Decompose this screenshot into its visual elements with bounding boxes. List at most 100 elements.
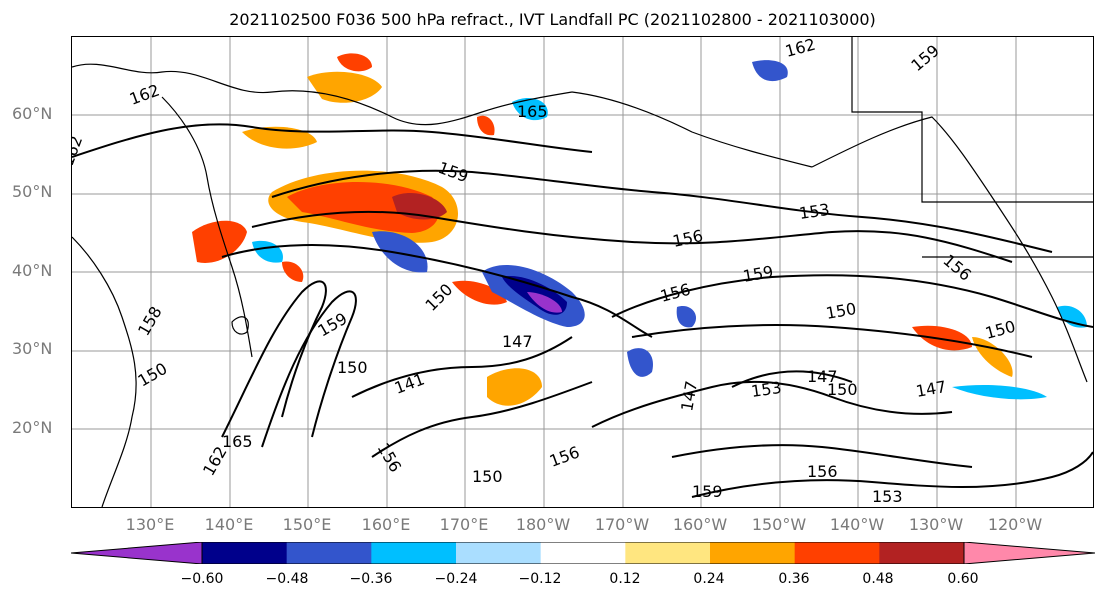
lon-label: 180°W [515,515,571,534]
coastline [811,116,1088,383]
contour-label: 153 [798,200,831,223]
anomaly-blob [676,306,697,328]
colorbar-tick-label: 0.60 [947,571,979,587]
contour-label: 159 [741,262,774,286]
colorbar-tick-label: −0.48 [265,571,309,587]
contour-line [72,123,593,158]
colorbar-segments [71,542,1095,564]
contour-line [251,210,1013,263]
contour-line [371,381,593,458]
colorbar-tick-label: 0.36 [778,571,810,587]
lon-label: 170°E [439,515,489,534]
contour-label: 162 [72,133,86,168]
anomaly-blob [1057,305,1087,328]
contour-label: 156 [939,251,975,285]
colorbar-frame [201,542,965,564]
contour-label: 147 [502,332,533,351]
colorbar-segment [371,542,457,564]
coastline [231,316,249,335]
contour-label: 159 [907,41,943,75]
colorbar-tick-label: 0.12 [609,571,641,587]
contour-label: 147 [914,377,947,401]
lon-label: 130°E [125,515,175,534]
colorbar-tick-label: −0.12 [518,571,562,587]
contour-label: 156 [547,442,582,470]
lon-label: 170°W [594,515,650,534]
map-panel: 162 165 162 159 153 156 159 156 150 147 … [71,36,1094,508]
colorbar-tick-label: 0.24 [693,571,725,587]
contour-label: 141 [392,369,427,397]
anomaly-blob [627,348,653,377]
contour-label: 162 [783,37,817,61]
contour-line [611,274,1093,328]
contour-line [731,370,853,388]
contour-line [691,451,1093,498]
contour-label: 159 [436,158,471,186]
anomaly-blob [477,115,495,136]
colorbar-extend-low [71,542,202,564]
contour-label: 156 [658,280,692,306]
contour-line [631,324,1033,358]
contour-label: 156 [671,226,705,251]
contour-label: 153 [750,378,783,401]
contour-line [671,444,973,468]
anomaly-blob [192,220,247,263]
lon-label: 140°W [829,515,885,534]
coastline [72,236,137,507]
contour-label: 159 [692,482,723,501]
coastline [161,96,253,358]
anomaly-blob [372,231,428,273]
contour-label: 158 [134,303,166,339]
lat-label: 60°N [12,104,53,123]
contour-line [261,290,357,448]
lat-label: 50°N [12,182,53,201]
colorbar-tick-label: −0.24 [434,571,478,587]
chart-title: 2021102500 F036 500 hPa refract., IVT La… [229,10,876,29]
colorbar-segment [710,542,796,564]
lat-label: 40°N [12,261,53,280]
contour-label: 165 [517,102,548,121]
contour-label: 150 [983,317,1017,343]
colorbar-segment [794,542,880,564]
contour-label: 150 [337,358,368,377]
anomaly-fills [192,53,1087,406]
anomaly-blob [307,71,382,103]
anomaly-blob [512,97,548,121]
colorbar-tick-label: 0.48 [862,571,894,587]
colorbar-segment [456,542,542,564]
contour-label: 150 [135,359,171,391]
colorbar-segment [540,542,626,564]
contour-label: 147 [677,379,701,412]
contour-label: 153 [872,487,903,506]
contour-label: 150 [824,299,857,323]
anomaly-blob [972,337,1013,377]
anomaly-blob [252,240,283,263]
anomaly-blob [527,292,562,313]
coastlines [72,37,1093,507]
anomaly-blob [912,325,972,351]
anomaly-blob [337,53,372,72]
contour-label: 147 [807,367,838,386]
anomaly-blob [487,368,542,406]
colorbar-segment [202,542,288,564]
contour-line [351,336,573,398]
contour-label: 150 [472,467,503,486]
contour-label: 156 [807,462,838,481]
lat-label: 20°N [12,418,53,437]
colorbar-segment [286,542,372,564]
lon-label: 160°W [672,515,728,534]
height-contours [72,123,1093,498]
anomaly-blob [452,280,507,305]
colorbar-extend-high [964,542,1095,564]
anomaly-blob [952,385,1047,400]
contour-line [271,169,1053,253]
lon-label: 150°W [751,515,807,534]
contour-line [221,280,327,438]
contour-line [221,244,653,338]
contour-line [591,380,953,428]
anomaly-blob [752,60,788,82]
lon-label: 150°E [282,515,332,534]
lat-label: 30°N [12,339,53,358]
contour-label: 165 [222,432,253,451]
colorbar-segment [879,542,965,564]
